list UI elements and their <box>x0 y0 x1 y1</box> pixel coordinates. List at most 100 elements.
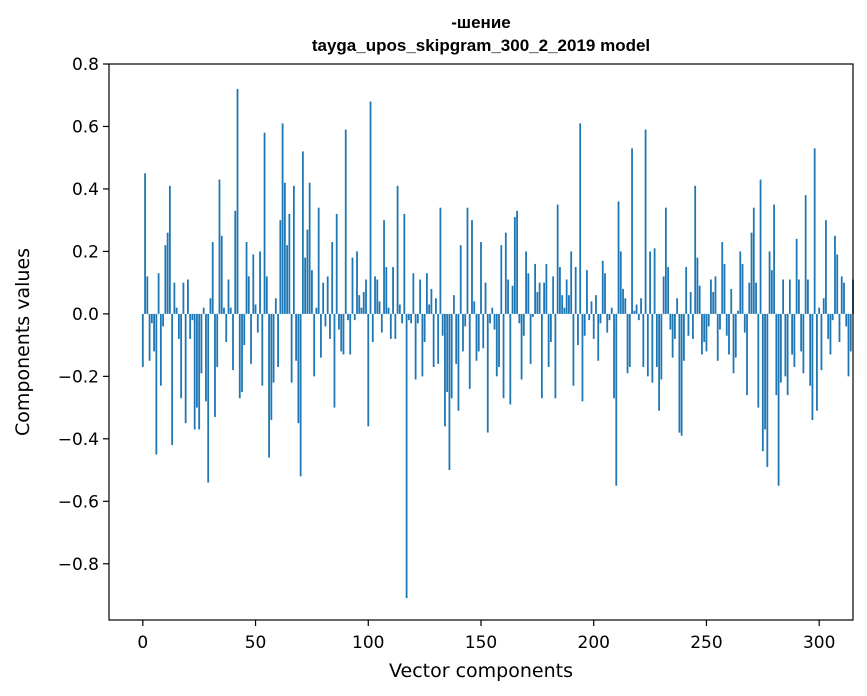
bar-component-132 <box>439 207 442 314</box>
bar-component-37 <box>225 313 228 342</box>
bar-component-292 <box>800 313 803 352</box>
bar-component-88 <box>340 313 343 352</box>
bar-component-87 <box>338 313 340 330</box>
bar-component-153 <box>486 313 489 433</box>
bar-component-66 <box>290 313 293 383</box>
bar-component-214 <box>624 298 627 314</box>
bar-component-78 <box>317 207 320 314</box>
bar-component-301 <box>820 313 823 371</box>
bar-component-201 <box>595 295 597 314</box>
bar-component-76 <box>313 313 316 377</box>
bar-component-0 <box>141 313 144 367</box>
bar-component-219 <box>635 304 638 314</box>
bar-component-295 <box>807 279 809 314</box>
bar-component-17 <box>180 313 183 399</box>
bar-component-20 <box>187 279 189 314</box>
bar-component-216 <box>628 313 631 367</box>
bar-component-35 <box>220 235 223 314</box>
bar-component-86 <box>335 213 338 314</box>
bar-component-89 <box>342 313 345 355</box>
bar-component-223 <box>644 129 647 314</box>
bar-component-269 <box>748 282 751 314</box>
bar-component-140 <box>457 313 460 411</box>
bar-component-38 <box>227 279 230 314</box>
bar-component-232 <box>664 207 667 314</box>
bar-component-47 <box>247 276 250 314</box>
bar-component-212 <box>619 251 622 314</box>
bar-component-234 <box>669 313 672 330</box>
bar-component-28 <box>205 313 207 402</box>
bar-component-30 <box>209 298 212 314</box>
bar-component-62 <box>281 123 284 314</box>
bar-component-40 <box>232 313 234 371</box>
bar-component-169 <box>522 313 525 336</box>
bar-component-279 <box>770 270 773 314</box>
bar-component-208 <box>610 307 613 314</box>
chart-title-line2: tayga_upos_skipgram_300_2_2019 model <box>312 36 650 55</box>
y-tick-label: −0.4 <box>58 430 99 450</box>
bar-component-265 <box>739 251 742 314</box>
bar-component-100 <box>367 313 370 427</box>
bar-component-284 <box>782 279 785 314</box>
bar-component-305 <box>829 313 832 355</box>
bar-component-180 <box>547 313 550 367</box>
bar-component-60 <box>277 313 279 367</box>
bar-component-139 <box>455 313 458 364</box>
bar-component-8 <box>159 313 162 386</box>
bar-component-185 <box>559 267 561 314</box>
bar-component-253 <box>712 292 715 314</box>
bar-component-246 <box>696 257 699 314</box>
bar-component-245 <box>694 185 697 314</box>
bar-component-259 <box>725 313 728 336</box>
bar-component-61 <box>279 220 282 314</box>
bar-component-168 <box>520 313 523 380</box>
bar-component-69 <box>297 313 300 424</box>
bar-component-198 <box>588 313 591 321</box>
bar-component-281 <box>775 313 778 396</box>
bar-component-309 <box>838 313 841 342</box>
bar-component-97 <box>360 307 363 314</box>
bar-component-145 <box>468 313 471 389</box>
bar-component-230 <box>660 313 663 380</box>
bar-component-229 <box>658 313 661 411</box>
bar-component-260 <box>728 313 730 355</box>
bar-component-135 <box>446 313 449 392</box>
bar-series <box>141 88 854 599</box>
bar-component-26 <box>200 313 203 374</box>
bar-component-105 <box>378 301 381 314</box>
bar-component-251 <box>707 313 710 327</box>
bar-component-200 <box>592 313 595 339</box>
bar-component-54 <box>263 132 266 314</box>
bar-component-16 <box>177 313 180 339</box>
bar-component-163 <box>509 313 512 405</box>
bar-component-275 <box>761 313 764 452</box>
bar-component-238 <box>678 313 681 433</box>
bar-component-126 <box>425 273 428 314</box>
bar-component-164 <box>511 285 514 314</box>
bar-component-42 <box>236 88 239 314</box>
bar-component-29 <box>207 313 210 483</box>
bar-component-218 <box>633 310 636 314</box>
bar-component-49 <box>252 254 255 314</box>
bar-component-271 <box>752 207 755 314</box>
bar-component-9 <box>162 313 165 327</box>
bar-component-206 <box>606 313 609 333</box>
bar-component-270 <box>750 232 753 314</box>
bar-component-27 <box>202 307 205 314</box>
bar-component-276 <box>764 313 766 430</box>
bar-component-195 <box>581 313 584 402</box>
bar-component-299 <box>816 313 818 411</box>
bar-component-65 <box>288 213 291 314</box>
bar-component-154 <box>489 313 491 324</box>
bar-component-4 <box>150 313 153 324</box>
bar-component-138 <box>453 295 455 314</box>
bar-component-261 <box>730 288 733 314</box>
bar-component-79 <box>320 313 322 358</box>
bar-component-113 <box>396 185 399 314</box>
bar-component-33 <box>216 313 219 367</box>
bar-component-220 <box>637 313 640 321</box>
bar-component-122 <box>416 313 419 324</box>
bar-component-23 <box>193 313 196 430</box>
bar-component-179 <box>545 263 548 314</box>
bar-component-190 <box>570 251 573 314</box>
